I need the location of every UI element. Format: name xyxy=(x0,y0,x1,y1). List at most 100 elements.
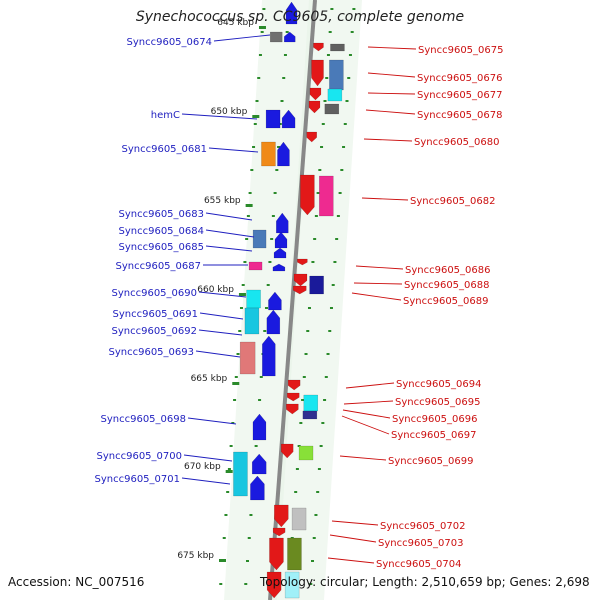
right-gene-label: Syncc9605_0688 xyxy=(404,280,490,291)
gene-shape xyxy=(302,410,318,420)
ring-tick-0 xyxy=(233,399,237,401)
ring-tick-1 xyxy=(254,445,258,447)
gene-shape xyxy=(285,1,298,25)
right-leader-line xyxy=(343,400,394,405)
ring-tick-1 xyxy=(258,399,262,401)
left-leader-line xyxy=(181,477,231,485)
left-leader-line xyxy=(205,245,253,252)
left-leader-line xyxy=(208,147,259,153)
ring-tick-0 xyxy=(248,192,252,194)
ring-tick-2 xyxy=(320,146,324,148)
ring-tick-2 xyxy=(301,399,305,401)
scale-marker-label: 670 kbp xyxy=(184,462,221,472)
right-gene-label: Syncc9605_0680 xyxy=(414,137,500,148)
ring-tick-0 xyxy=(236,353,240,355)
gene-shape xyxy=(311,59,324,87)
ring-tick-2 xyxy=(313,238,317,240)
gene-shape xyxy=(277,141,290,167)
ring-tick-2 xyxy=(314,215,318,217)
ring-tick-0 xyxy=(239,307,243,309)
gene-shape xyxy=(266,571,282,599)
gene-shape xyxy=(272,527,286,537)
right-gene-label: Syncc9605_0703 xyxy=(378,538,464,549)
left-gene-label: Syncc9605_0700 xyxy=(97,451,183,462)
ring-tick-2 xyxy=(304,353,308,355)
scale-marker-label: 665 kbp xyxy=(191,374,228,384)
right-leader-line xyxy=(363,138,413,142)
right-leader-line xyxy=(367,92,416,95)
gene-shape xyxy=(293,273,308,287)
outer-ring-band xyxy=(271,0,362,600)
ring-tick-3 xyxy=(309,583,313,585)
ring-tick-3 xyxy=(347,77,351,79)
ring-tick-3 xyxy=(352,8,356,10)
gene-shape xyxy=(265,109,281,129)
gene-shape xyxy=(300,174,315,216)
gene-shape xyxy=(252,229,267,249)
left-leader-line xyxy=(213,34,271,42)
ring-tick-3 xyxy=(343,123,347,125)
scale-marker-label: 655 kbp xyxy=(204,196,241,206)
gene-shape xyxy=(251,453,267,475)
left-leader-line xyxy=(198,329,243,336)
ring-tick-1 xyxy=(263,330,267,332)
right-leader-line xyxy=(339,455,387,461)
ring-tick-3 xyxy=(338,192,342,194)
ring-tick-3 xyxy=(324,376,328,378)
left-gene-label: Syncc9605_0691 xyxy=(113,309,199,320)
left-gene-label: Syncc9605_0681 xyxy=(122,144,208,155)
ring-tick-0 xyxy=(252,146,256,148)
ring-tick-3 xyxy=(331,284,335,286)
gene-shape xyxy=(291,507,307,531)
gene-shape xyxy=(313,42,324,52)
ring-tick-3 xyxy=(312,537,316,539)
left-leader-line xyxy=(205,212,253,221)
ring-tick-0 xyxy=(262,8,266,10)
right-leader-line xyxy=(361,197,409,201)
ring-tick-3 xyxy=(319,445,323,447)
ring-tick-3 xyxy=(317,468,321,470)
gene-shape xyxy=(286,392,300,402)
ring-tick-0 xyxy=(243,261,247,263)
right-gene-label: Syncc9605_0699 xyxy=(388,456,474,467)
ring-tick-1 xyxy=(270,238,274,240)
ring-tick-1 xyxy=(249,514,253,516)
gene-shape xyxy=(261,141,276,167)
ring-tick-2 xyxy=(307,307,311,309)
ring-tick-2 xyxy=(328,31,332,33)
ring-tick-3 xyxy=(329,307,333,309)
gene-shape xyxy=(266,309,281,335)
gene-shape xyxy=(324,103,340,115)
ring-tick-3 xyxy=(348,54,352,56)
scale-tick xyxy=(258,26,266,29)
ring-tick-3 xyxy=(323,399,327,401)
gene-shape xyxy=(248,261,263,271)
genome-backbone xyxy=(268,0,317,600)
ring-tick-1 xyxy=(277,146,281,148)
ring-tick-2 xyxy=(321,123,325,125)
scale-marker-label: 660 kbp xyxy=(197,285,234,295)
left-gene-label: hemC xyxy=(151,110,180,121)
right-gene-label: Syncc9605_0696 xyxy=(392,414,478,425)
left-gene-label: Syncc9605_0701 xyxy=(95,474,181,485)
gene-shape xyxy=(287,379,301,391)
ring-tick-1 xyxy=(282,77,286,79)
gene-shape xyxy=(309,87,322,101)
ring-tick-1 xyxy=(266,284,270,286)
ring-tick-3 xyxy=(326,353,330,355)
scale-tick xyxy=(225,470,233,473)
gene-shape xyxy=(287,537,302,571)
left-leader-line xyxy=(181,113,258,120)
left-gene-label: Syncc9605_0683 xyxy=(119,209,205,220)
right-leader-line xyxy=(327,557,375,564)
ring-tick-1 xyxy=(271,215,275,217)
gene-shape xyxy=(274,504,289,528)
gene-shape xyxy=(269,537,284,571)
ring-tick-2 xyxy=(311,261,315,263)
ring-tick-3 xyxy=(342,146,346,148)
ring-tick-2 xyxy=(325,77,329,79)
genome-title: Synechococcus sp. CC9605, complete genom… xyxy=(135,9,465,25)
right-leader-line xyxy=(355,265,404,270)
gene-shape xyxy=(246,289,261,309)
